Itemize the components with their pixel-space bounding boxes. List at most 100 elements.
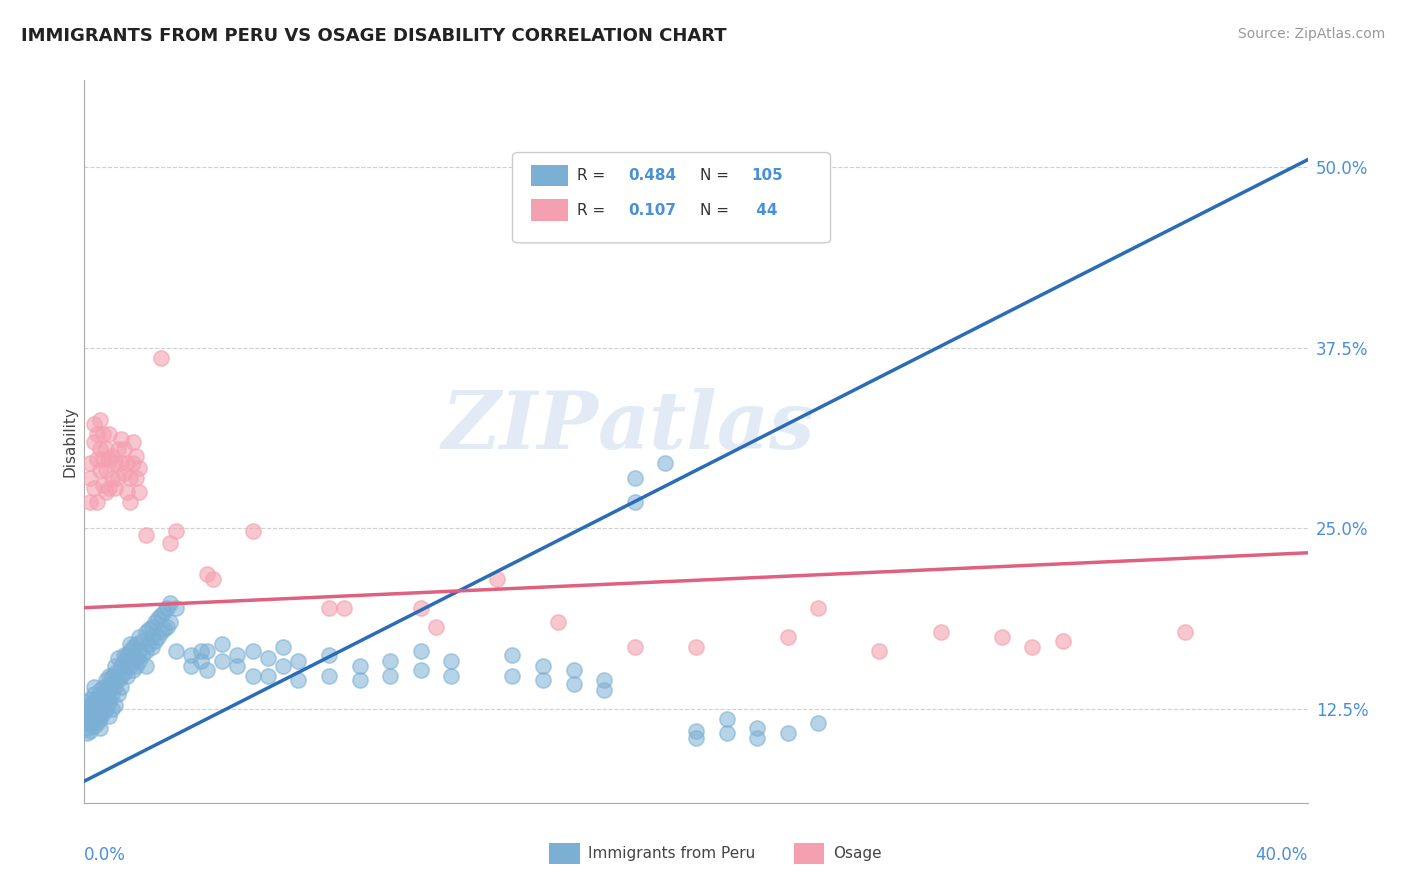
Point bbox=[156, 600, 179, 615]
Point bbox=[242, 524, 264, 538]
Point bbox=[115, 658, 138, 673]
Point bbox=[869, 644, 891, 658]
Point bbox=[125, 449, 148, 463]
Point bbox=[101, 449, 124, 463]
Point bbox=[83, 703, 105, 717]
Point bbox=[115, 485, 138, 500]
Point bbox=[76, 716, 98, 731]
Point bbox=[79, 712, 101, 726]
Text: N =: N = bbox=[700, 202, 734, 218]
Point bbox=[91, 687, 114, 701]
Point bbox=[128, 654, 150, 668]
Point bbox=[440, 668, 463, 682]
Point bbox=[94, 442, 117, 456]
Point bbox=[226, 658, 249, 673]
Point bbox=[125, 637, 148, 651]
Point bbox=[107, 442, 129, 456]
Point bbox=[349, 658, 371, 673]
Point bbox=[380, 668, 402, 682]
Point bbox=[94, 463, 117, 477]
Point bbox=[110, 456, 132, 470]
Point bbox=[165, 644, 187, 658]
Point bbox=[79, 698, 101, 712]
Point bbox=[76, 695, 98, 709]
Point bbox=[110, 432, 132, 446]
Text: 40.0%: 40.0% bbox=[1256, 847, 1308, 864]
Point bbox=[195, 567, 218, 582]
Point bbox=[125, 658, 148, 673]
Point bbox=[929, 625, 952, 640]
Point bbox=[807, 716, 830, 731]
Point bbox=[104, 665, 127, 680]
Point bbox=[104, 698, 127, 712]
Point bbox=[122, 434, 145, 449]
Point bbox=[143, 634, 166, 648]
Point bbox=[318, 648, 340, 663]
Point bbox=[79, 723, 101, 738]
Point bbox=[112, 442, 135, 456]
Point bbox=[86, 716, 108, 731]
Point bbox=[211, 637, 233, 651]
Point bbox=[79, 707, 101, 722]
Bar bbox=[531, 200, 568, 221]
Point bbox=[110, 668, 132, 682]
Point bbox=[128, 644, 150, 658]
Point bbox=[125, 651, 148, 665]
Point bbox=[112, 467, 135, 481]
Point bbox=[83, 481, 105, 495]
Point bbox=[153, 605, 176, 619]
Point bbox=[112, 665, 135, 680]
Point bbox=[115, 648, 138, 663]
Point bbox=[425, 619, 447, 633]
Point bbox=[141, 619, 163, 633]
Point bbox=[112, 654, 135, 668]
Point bbox=[531, 658, 554, 673]
Point bbox=[153, 623, 176, 637]
Point bbox=[149, 607, 172, 622]
Point bbox=[624, 471, 647, 485]
Point bbox=[79, 716, 101, 731]
Point bbox=[562, 677, 585, 691]
Point bbox=[83, 695, 105, 709]
Point bbox=[97, 427, 120, 442]
Point bbox=[776, 726, 799, 740]
Point bbox=[226, 648, 249, 663]
Point bbox=[104, 481, 127, 495]
Point bbox=[349, 673, 371, 687]
Point bbox=[101, 677, 124, 691]
Point bbox=[104, 456, 127, 470]
Point bbox=[122, 640, 145, 654]
Point bbox=[685, 731, 707, 745]
Point bbox=[146, 611, 169, 625]
Point bbox=[86, 698, 108, 712]
Point bbox=[86, 427, 108, 442]
Point bbox=[97, 691, 120, 706]
Point bbox=[1021, 640, 1043, 654]
Bar bbox=[531, 165, 568, 186]
Point bbox=[685, 640, 707, 654]
Point bbox=[107, 471, 129, 485]
Point bbox=[624, 495, 647, 509]
Point bbox=[91, 706, 114, 721]
Point bbox=[128, 485, 150, 500]
Point bbox=[593, 673, 616, 687]
Point bbox=[409, 644, 432, 658]
Point bbox=[89, 709, 111, 723]
Point bbox=[91, 427, 114, 442]
Point bbox=[131, 634, 153, 648]
Point bbox=[318, 668, 340, 682]
Point bbox=[242, 644, 264, 658]
Point bbox=[97, 709, 120, 723]
Point bbox=[79, 703, 101, 717]
Point bbox=[86, 706, 108, 721]
Point bbox=[135, 658, 157, 673]
Point bbox=[1174, 625, 1197, 640]
Text: 0.0%: 0.0% bbox=[84, 847, 127, 864]
Point bbox=[271, 658, 294, 673]
Point bbox=[120, 495, 142, 509]
Point bbox=[257, 668, 280, 682]
Point bbox=[593, 683, 616, 698]
Point bbox=[128, 460, 150, 475]
Point bbox=[120, 471, 142, 485]
Point bbox=[76, 706, 98, 721]
